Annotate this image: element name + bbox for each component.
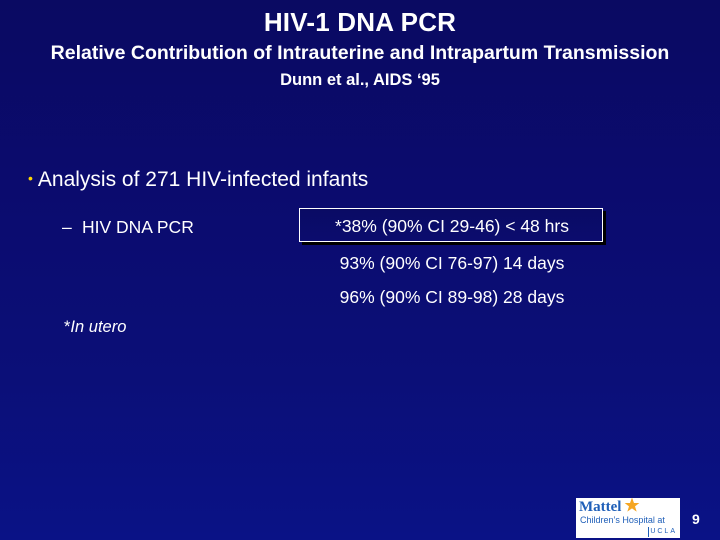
logo-brand: Mattel (579, 499, 622, 515)
dash-icon: – (62, 217, 72, 237)
slide-title: HIV-1 DNA PCR (263, 7, 457, 37)
bullet-item: • Analysis of 271 HIV-infected infants (28, 163, 368, 195)
title-block: HIV-1 DNA PCR Relative Contribution of I… (0, 6, 720, 91)
logo-ucla: UCLA (650, 528, 677, 535)
result-line-14days: 93% (90% CI 76-97) 14 days (339, 253, 565, 273)
sub-bullet-item: – HIV DNA PCR (62, 214, 194, 240)
result-line-28days: 96% (90% CI 89-98) 28 days (339, 287, 565, 307)
logo-subtitle: Children’s Hospital at (580, 515, 665, 525)
page-number: 9 (692, 511, 700, 527)
logo-divider (648, 527, 649, 537)
footnote: *In utero (64, 315, 126, 339)
hospital-logo: Mattel Children’s Hospital at UCLA (576, 497, 680, 538)
slide-subtitle: Relative Contribution of Intrauterine an… (50, 42, 670, 64)
star-icon (624, 497, 640, 512)
citation: Dunn et al., AIDS ‘95 (280, 71, 440, 89)
bullet-icon: • (28, 170, 33, 186)
result-line-48hrs: *38% (90% CI 29-46) < 48 hrs (335, 216, 569, 236)
sub-bullet-label: HIV DNA PCR (82, 217, 194, 237)
footnote-text: In utero (70, 318, 127, 336)
highlight-box (299, 208, 603, 242)
footnote-marker: * (64, 318, 71, 336)
bullet-text: Analysis of 271 HIV-infected infants (37, 168, 369, 191)
